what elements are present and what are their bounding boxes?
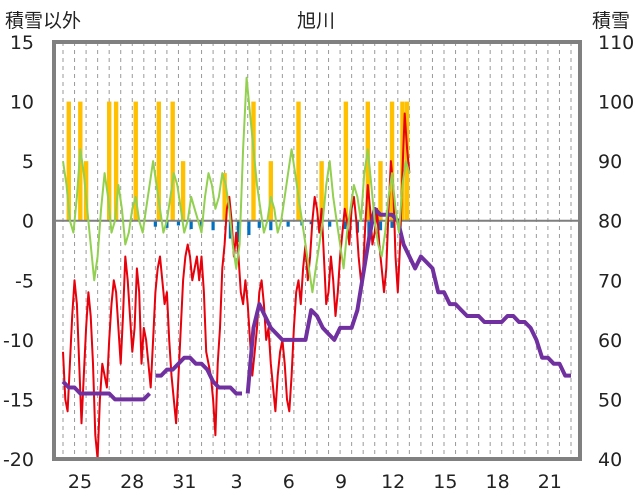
left-tick-label: -15 <box>3 389 34 411</box>
left-tick-label: -20 <box>3 449 34 471</box>
x-tick-label: 28 <box>120 471 144 493</box>
right-tick-label: 60 <box>598 330 622 352</box>
sunshine-bar <box>319 161 324 221</box>
x-tick-label: 18 <box>486 471 510 493</box>
left-tick-label: 5 <box>22 151 34 173</box>
x-tick-label: 31 <box>172 471 196 493</box>
sunshine-bar <box>66 101 71 221</box>
sunshine-bar <box>389 101 395 221</box>
snow_depth-line <box>61 380 152 402</box>
precipitation-bar <box>269 220 273 231</box>
temperature-line <box>62 112 411 460</box>
left-tick-label: -10 <box>3 330 34 352</box>
snow_depth-line <box>155 355 242 396</box>
left-tick-label: 10 <box>10 92 34 114</box>
left-axis-ticks: 15 10 5 0 -5 -10 -15 -20 <box>3 32 34 471</box>
chart-title: 旭川 <box>297 10 335 32</box>
left-tick-label: 15 <box>10 32 34 54</box>
precipitation-bar <box>390 220 394 228</box>
wind-line <box>62 76 411 294</box>
right-tick-label: 70 <box>598 270 622 292</box>
sunshine-bar <box>365 101 370 221</box>
precipitation-bar <box>309 220 313 225</box>
right-tick-label: 110 <box>598 32 634 54</box>
sunshine-bar <box>222 173 227 221</box>
precipitation-bar <box>211 220 215 231</box>
right-tick-label: 100 <box>598 92 634 114</box>
snow_depth-line <box>245 206 571 394</box>
sunshine-bar <box>378 161 383 221</box>
x-axis-ticks: 25 28 31 3 6 9 12 15 18 21 <box>68 471 562 493</box>
precipitation-bar <box>189 220 193 230</box>
right-tick-label: 50 <box>598 389 622 411</box>
sunshine-bar <box>251 101 256 221</box>
sunshine-bar <box>343 101 349 221</box>
precipitation-bar <box>343 220 347 230</box>
precipitation-bar <box>247 220 251 236</box>
precipitation-bar <box>378 220 383 231</box>
precipitation-bar <box>236 220 241 243</box>
right-tick-label: 80 <box>598 211 622 233</box>
precipitation-bar <box>328 220 332 227</box>
x-tick-label: 25 <box>68 471 92 493</box>
sunshine-bar <box>156 101 162 221</box>
sunshine-bar <box>296 101 301 221</box>
precipitation-bar <box>153 220 157 227</box>
right-tick-label: 40 <box>598 449 622 471</box>
x-tick-label: 3 <box>231 471 243 493</box>
x-tick-label: 6 <box>283 471 295 493</box>
x-tick-label: 15 <box>433 471 457 493</box>
vertical-gridlines <box>62 42 572 459</box>
sunshine-bar <box>268 161 274 221</box>
left-tick-label: 0 <box>22 211 34 233</box>
right-axis-ticks: 110 100 90 80 70 60 50 40 <box>598 32 634 471</box>
precipitation-bar <box>257 220 261 228</box>
left-tick-label: -5 <box>15 270 34 292</box>
sunshine-bar <box>133 101 138 221</box>
precipitation-bar <box>176 220 181 226</box>
x-tick-label: 21 <box>538 471 562 493</box>
sunshine-bar <box>113 101 119 221</box>
sunshine-bar <box>180 161 186 221</box>
sunshine-bar <box>404 101 410 221</box>
plot-frame <box>52 40 582 461</box>
precipitation-bar <box>286 220 290 227</box>
sunshine-bar <box>106 101 112 221</box>
precipitation-bar <box>165 220 169 228</box>
right-tick-label: 90 <box>598 151 622 173</box>
sunshine-bar <box>170 101 175 221</box>
right-axis-label: 積雪 <box>592 10 630 32</box>
x-tick-label: 9 <box>335 471 347 493</box>
left-axis-label: 積雪以外 <box>5 10 81 32</box>
x-tick-label: 12 <box>381 471 405 493</box>
series-lines <box>61 76 571 460</box>
